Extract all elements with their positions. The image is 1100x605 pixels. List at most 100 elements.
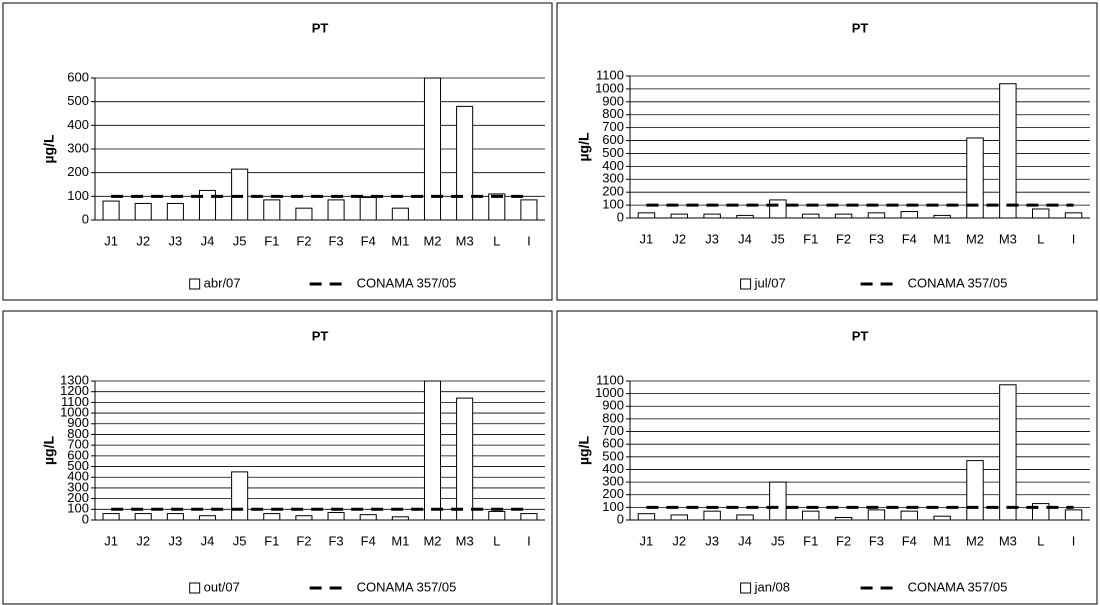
bar [102, 513, 120, 521]
y-tick-label: 1300 [60, 372, 89, 387]
y-tick-label: 200 [67, 164, 89, 179]
x-tick-label: F1 [264, 533, 279, 548]
bar [802, 510, 820, 521]
bar [867, 509, 886, 521]
y-tick-label: 500 [67, 93, 89, 108]
y-tick-label: 700 [602, 119, 624, 134]
x-tick-label: L [493, 533, 500, 548]
bar [933, 515, 951, 521]
y-tick-label: 100 [602, 197, 624, 212]
chart-title: PT [852, 328, 869, 343]
y-tick-label: 600 [67, 69, 89, 84]
x-tick-label: J4 [738, 231, 752, 246]
x-tick-label: J3 [168, 233, 182, 248]
x-tick-label: F4 [361, 533, 376, 548]
bar [769, 481, 787, 521]
x-tick-label: M1 [933, 533, 951, 548]
bar [1032, 208, 1050, 219]
y-tick-label: 0 [82, 211, 89, 226]
bar [359, 514, 377, 521]
x-tick-label: F2 [836, 231, 851, 246]
legend-swatch [189, 278, 201, 290]
x-tick-label: M2 [966, 533, 984, 548]
bar [263, 513, 281, 521]
x-tick-label: L [493, 233, 500, 248]
bar [423, 380, 442, 521]
bar [198, 515, 217, 521]
chart-title: PT [312, 20, 329, 35]
bar [703, 213, 721, 219]
bar [166, 202, 184, 221]
bar [488, 510, 506, 521]
x-tick-label: F4 [902, 533, 917, 548]
y-tick-label: 700 [67, 437, 89, 452]
x-tick-label: M1 [391, 233, 409, 248]
x-tick-label: F3 [869, 533, 884, 548]
y-axis-label: µg/L [41, 134, 57, 164]
legend-label: CONAMA 357/05 [908, 275, 1008, 290]
bar [295, 207, 313, 221]
chart-panel: PT µg/L 0 100 200 300 400 500 600 J1 J2 J3 J4 J5 F1 F2 F… [2, 2, 553, 301]
bar [102, 200, 120, 221]
y-tick-label: 1100 [61, 394, 89, 409]
legend-label: abr/07 [204, 275, 241, 290]
x-tick-label: J1 [104, 233, 118, 248]
x-tick-label: F4 [361, 233, 376, 248]
x-tick-label: F3 [328, 233, 343, 248]
x-tick-label: L [1037, 231, 1044, 246]
bar [637, 212, 656, 219]
bar [359, 197, 377, 221]
x-tick-label: J5 [771, 533, 785, 548]
bar [703, 510, 721, 521]
bar [327, 512, 345, 521]
y-axis-label: µg/L [41, 436, 57, 466]
bar [867, 212, 886, 219]
y-tick-label: 800 [602, 106, 624, 121]
x-tick-label: J4 [201, 533, 215, 548]
x-tick-label: M3 [456, 233, 474, 248]
y-tick-label: 1000 [595, 385, 624, 400]
bar [834, 516, 853, 521]
legend-label: CONAMA 357/05 [357, 579, 457, 594]
x-tick-label: F2 [836, 533, 851, 548]
y-tick-label: 100 [67, 188, 89, 203]
x-tick-label: J1 [640, 231, 654, 246]
bar [834, 213, 853, 219]
bar [637, 513, 656, 521]
legend-label: CONAMA 357/05 [357, 275, 457, 290]
y-tick-label: 600 [602, 436, 624, 451]
y-tick-label: 800 [602, 410, 624, 425]
y-tick-label: 900 [602, 93, 624, 108]
x-tick-label: F3 [869, 231, 884, 246]
y-tick-label: 200 [602, 184, 624, 199]
x-tick-label: J2 [672, 533, 686, 548]
x-tick-label: F2 [296, 533, 311, 548]
bar [391, 516, 409, 521]
x-tick-label: M2 [423, 233, 441, 248]
y-tick-label: 1000 [595, 80, 624, 95]
chart-panel: PT µg/L 0100200300400500600700800900100011… [2, 310, 553, 605]
x-tick-label: J5 [233, 533, 247, 548]
chart-panel: PT µg/L 0100200300400500600700800900100011… [556, 310, 1098, 605]
chart-title: PT [852, 20, 869, 35]
x-tick-label: J2 [672, 231, 686, 246]
bar [488, 193, 506, 221]
x-tick-label: M1 [933, 231, 951, 246]
x-tick-label: J4 [738, 533, 752, 548]
y-tick-label: 300 [67, 140, 89, 155]
y-tick-label: 400 [67, 469, 89, 484]
bar [999, 384, 1017, 521]
x-tick-label: F1 [264, 233, 279, 248]
legend-label: CONAMA 357/05 [908, 579, 1008, 594]
x-tick-label: M1 [391, 533, 409, 548]
x-tick-label: F1 [803, 231, 818, 246]
y-tick-label: 1100 [596, 372, 624, 387]
y-tick-label: 1200 [60, 383, 89, 398]
bar [966, 137, 984, 219]
y-axis-label: µg/L [576, 132, 592, 162]
y-tick-label: 0 [82, 511, 89, 526]
bar [769, 199, 787, 219]
y-tick-label: 500 [602, 145, 624, 160]
x-tick-label: F2 [296, 233, 311, 248]
legend-label: out/07 [204, 579, 240, 594]
